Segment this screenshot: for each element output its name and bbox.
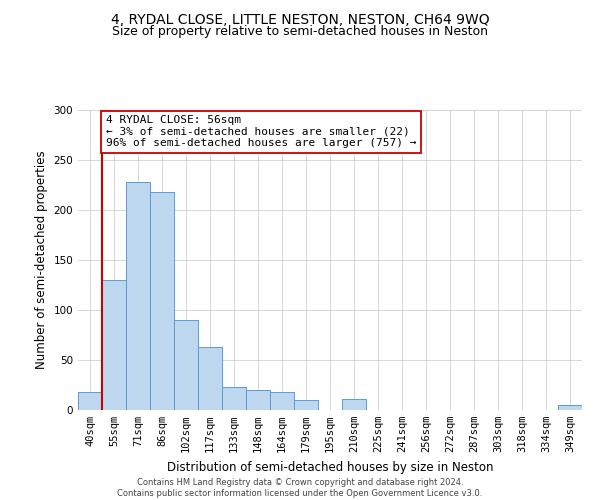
Bar xyxy=(150,192,174,410)
Bar xyxy=(558,405,582,410)
Bar xyxy=(222,387,246,410)
Text: Size of property relative to semi-detached houses in Neston: Size of property relative to semi-detach… xyxy=(112,25,488,38)
Y-axis label: Number of semi-detached properties: Number of semi-detached properties xyxy=(35,150,48,370)
Text: Contains HM Land Registry data © Crown copyright and database right 2024.
Contai: Contains HM Land Registry data © Crown c… xyxy=(118,478,482,498)
Text: 4 RYDAL CLOSE: 56sqm
← 3% of semi-detached houses are smaller (22)
96% of semi-d: 4 RYDAL CLOSE: 56sqm ← 3% of semi-detach… xyxy=(106,115,416,148)
Bar xyxy=(198,347,222,410)
X-axis label: Distribution of semi-detached houses by size in Neston: Distribution of semi-detached houses by … xyxy=(167,460,493,473)
Bar xyxy=(294,400,318,410)
Bar xyxy=(342,399,366,410)
Bar xyxy=(102,280,126,410)
Text: 4, RYDAL CLOSE, LITTLE NESTON, NESTON, CH64 9WQ: 4, RYDAL CLOSE, LITTLE NESTON, NESTON, C… xyxy=(110,12,490,26)
Bar xyxy=(270,392,294,410)
Bar xyxy=(126,182,150,410)
Bar xyxy=(174,320,198,410)
Bar xyxy=(246,390,270,410)
Bar xyxy=(78,392,102,410)
